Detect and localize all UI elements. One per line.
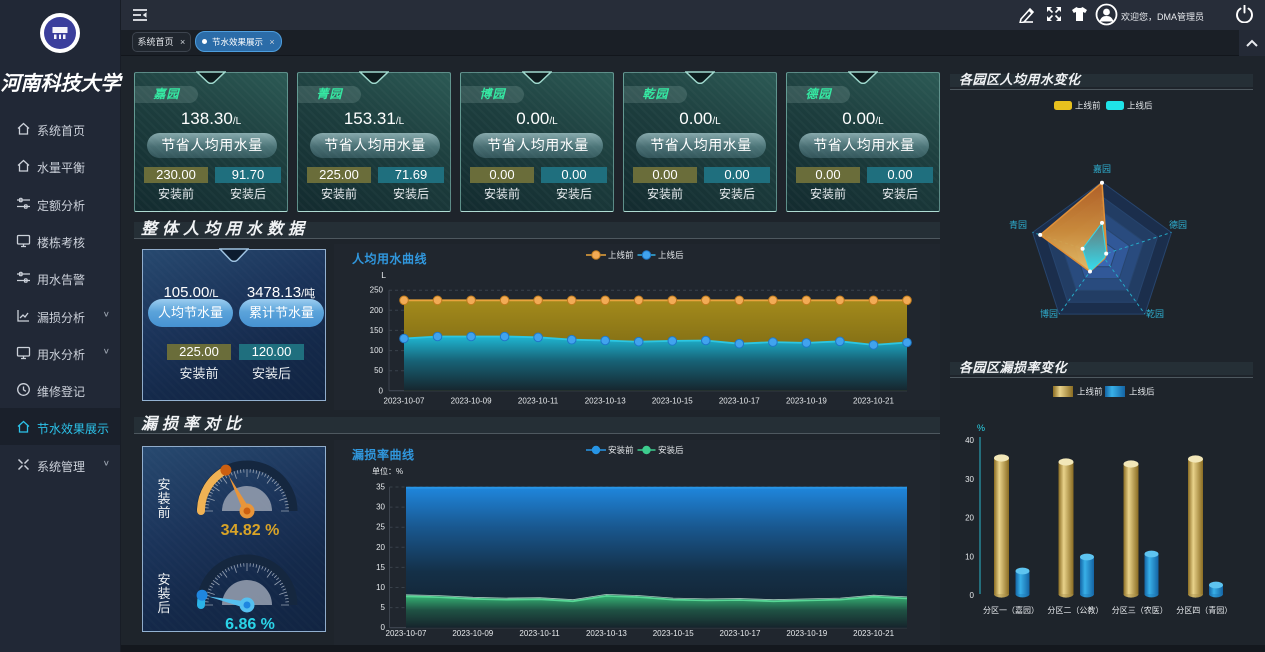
- svg-text:0: 0: [381, 623, 386, 632]
- svg-text:15: 15: [376, 563, 385, 572]
- svg-text:2023-10-19: 2023-10-19: [786, 629, 827, 638]
- svg-text:嘉园: 嘉园: [1093, 163, 1111, 174]
- svg-text:25: 25: [376, 523, 385, 532]
- svg-text:0: 0: [970, 591, 975, 600]
- svg-text:2023-10-17: 2023-10-17: [719, 397, 760, 406]
- svg-text:2023-10-09: 2023-10-09: [451, 397, 492, 406]
- svg-text:安装前: 安装前: [608, 445, 634, 455]
- svg-text:50: 50: [374, 366, 383, 375]
- svg-text:30: 30: [376, 503, 385, 512]
- svg-text:0: 0: [379, 386, 384, 395]
- svg-text:分区三（农医）: 分区三（农医）: [1112, 605, 1168, 615]
- svg-text:40: 40: [965, 436, 974, 445]
- svg-text:2023-10-07: 2023-10-07: [386, 629, 427, 638]
- svg-text:单位：%: 单位：%: [372, 466, 403, 476]
- svg-text:分区四（青园）: 分区四（青园）: [1176, 605, 1232, 615]
- svg-text:%: %: [977, 423, 985, 433]
- svg-text:30: 30: [965, 475, 974, 484]
- svg-text:上线前: 上线前: [608, 250, 634, 260]
- svg-text:2023-10-21: 2023-10-21: [853, 629, 894, 638]
- svg-text:6.86 %: 6.86 %: [225, 616, 275, 631]
- svg-text:10: 10: [376, 583, 385, 592]
- svg-text:L: L: [381, 270, 386, 280]
- svg-text:上线前: 上线前: [1075, 101, 1101, 111]
- svg-text:2023-10-17: 2023-10-17: [720, 629, 761, 638]
- svg-text:100: 100: [370, 346, 384, 355]
- svg-text:2023-10-19: 2023-10-19: [786, 397, 827, 406]
- svg-text:2023-10-11: 2023-10-11: [518, 397, 559, 406]
- svg-text:博园: 博园: [1040, 308, 1058, 319]
- svg-text:2023-10-13: 2023-10-13: [586, 629, 627, 638]
- svg-text:2023-10-15: 2023-10-15: [653, 629, 694, 638]
- svg-text:2023-10-13: 2023-10-13: [585, 397, 626, 406]
- svg-text:乾园: 乾园: [1146, 308, 1164, 319]
- svg-text:250: 250: [370, 286, 384, 295]
- svg-text:34.82 %: 34.82 %: [221, 522, 280, 539]
- svg-text:35: 35: [376, 483, 385, 492]
- svg-text:2023-10-09: 2023-10-09: [452, 629, 493, 638]
- svg-text:2023-10-11: 2023-10-11: [519, 629, 560, 638]
- svg-text:上线后: 上线后: [658, 250, 684, 260]
- svg-text:20: 20: [376, 543, 385, 552]
- svg-text:2023-10-21: 2023-10-21: [853, 397, 894, 406]
- svg-text:上线前: 上线前: [1077, 387, 1103, 397]
- svg-text:10: 10: [965, 552, 974, 561]
- svg-text:5: 5: [381, 603, 386, 612]
- svg-text:安装后: 安装后: [157, 572, 170, 615]
- svg-text:上线后: 上线后: [1127, 101, 1153, 111]
- svg-text:2023-10-15: 2023-10-15: [652, 397, 693, 406]
- svg-text:安装前: 安装前: [157, 477, 170, 520]
- svg-text:德园: 德园: [1169, 219, 1187, 230]
- svg-text:200: 200: [370, 306, 384, 315]
- svg-text:分区二（公教）: 分区二（公教）: [1047, 605, 1103, 615]
- svg-text:安装后: 安装后: [658, 445, 684, 455]
- svg-text:150: 150: [370, 326, 384, 335]
- svg-text:青园: 青园: [1009, 219, 1027, 230]
- svg-text:分区一（嘉园）: 分区一（嘉园）: [983, 605, 1039, 615]
- svg-text:上线后: 上线后: [1129, 387, 1155, 397]
- svg-text:2023-10-07: 2023-10-07: [384, 397, 425, 406]
- svg-text:20: 20: [965, 514, 974, 523]
